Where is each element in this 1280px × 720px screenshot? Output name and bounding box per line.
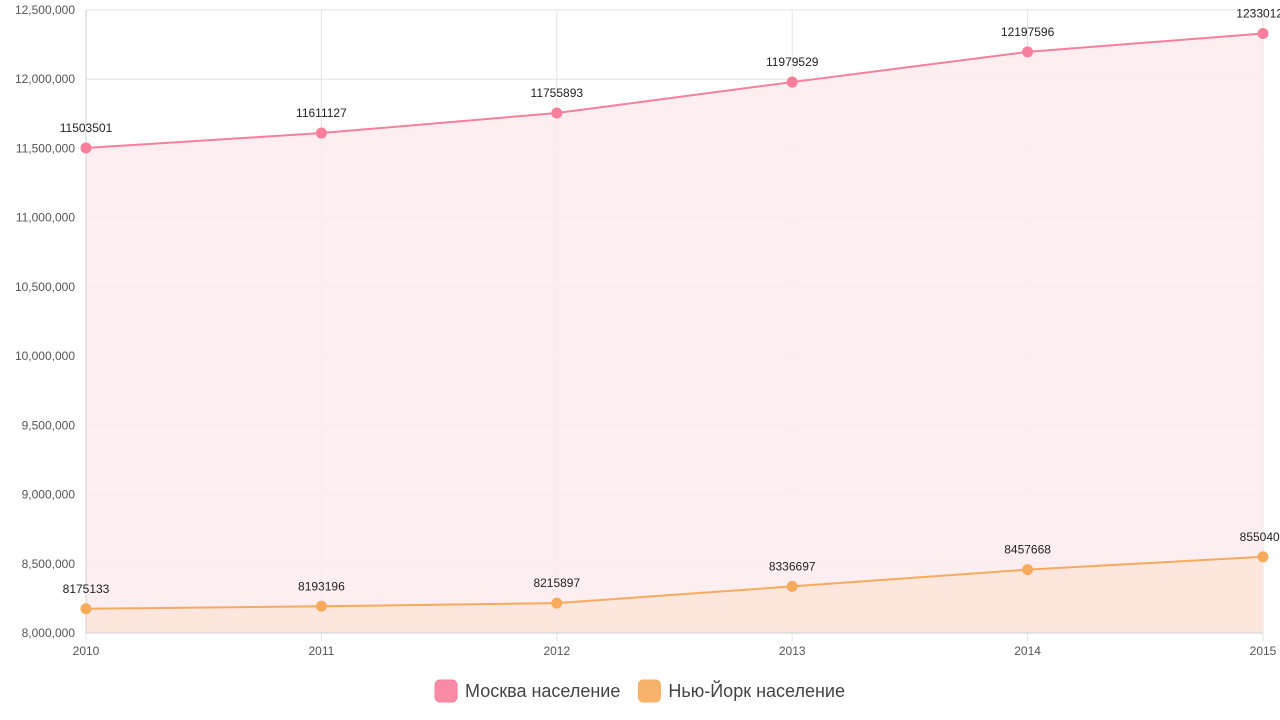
- legend: Москва население Нью-Йорк население: [434, 679, 845, 703]
- x-tick-label: 2011: [308, 644, 334, 658]
- data-point: [1257, 28, 1269, 40]
- data-labels: 11503501 11611127 11755893 11979529 12197596…: [60, 7, 1280, 596]
- data-point: [786, 580, 798, 592]
- y-tick-label: 9,500,000: [22, 418, 76, 432]
- data-point: [551, 597, 563, 609]
- y-tick-label: 11,500,000: [16, 141, 75, 155]
- axes: 8,000,000 8,500,000 9,000,000 9,500,000 10,0…: [15, 3, 1277, 658]
- data-label: 11611127: [296, 106, 347, 120]
- x-tick-label: 2012: [543, 644, 570, 658]
- data-label: 11755893: [531, 86, 584, 100]
- y-tick-label: 12,000,000: [15, 72, 75, 86]
- data-label: 8215897: [533, 576, 580, 590]
- y-tick-label: 10,500,000: [15, 280, 75, 294]
- series-area-0: [86, 33, 1263, 633]
- series-areas: [86, 33, 1263, 633]
- legend-item[interactable]: Нью-Йорк население: [637, 679, 845, 703]
- data-point: [80, 142, 92, 154]
- legend-label: Нью-Йорк население: [668, 680, 845, 701]
- data-point: [315, 600, 327, 612]
- data-point: [80, 603, 92, 615]
- data-point: [315, 127, 327, 139]
- y-tick-label: 8,500,000: [22, 557, 76, 571]
- data-point: [1022, 564, 1034, 576]
- series-line-0: [85, 32, 1264, 149]
- data-point: [1257, 551, 1269, 563]
- data-point: [551, 107, 563, 119]
- data-label: 8193196: [298, 579, 345, 593]
- x-tick-label: 2014: [1014, 644, 1041, 658]
- y-tick-label: 11,000,000: [16, 211, 75, 225]
- x-tick-label: 2010: [73, 644, 100, 658]
- y-tick-label: 10,000,000: [15, 349, 75, 363]
- series-lines: [85, 32, 1264, 610]
- y-tick-label: 9,000,000: [22, 488, 76, 502]
- x-tick-label: 2015: [1250, 644, 1277, 658]
- data-label: 8457668: [1004, 543, 1051, 557]
- data-label: 12197596: [1001, 25, 1055, 39]
- data-label: 11979529: [766, 55, 819, 69]
- data-point: [786, 76, 798, 88]
- data-label: 8175133: [63, 582, 110, 596]
- legend-swatch: [637, 679, 661, 703]
- data-label: 12330126: [1236, 7, 1280, 21]
- series-line-1: [85, 555, 1264, 610]
- data-label: 11503501: [60, 121, 113, 135]
- y-tick-label: 8,000,000: [22, 626, 76, 640]
- legend-swatch: [434, 679, 458, 703]
- data-label: 8550405: [1240, 530, 1280, 544]
- x-tick-label: 2013: [779, 644, 806, 658]
- data-label: 8336697: [769, 559, 816, 573]
- y-tick-label: 12,500,000: [15, 3, 75, 17]
- data-point: [1022, 46, 1034, 58]
- series-points: [80, 28, 1269, 615]
- legend-label: Москва население: [465, 681, 620, 701]
- legend-item[interactable]: Москва население: [434, 679, 620, 703]
